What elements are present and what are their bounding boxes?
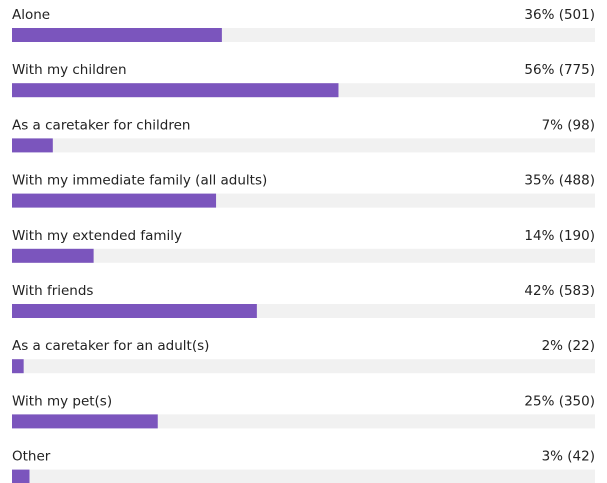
option-label: With my pet(s)	[12, 393, 112, 409]
value-label: 36% (501)	[524, 7, 595, 23]
bar	[12, 248, 94, 263]
bar	[12, 304, 257, 318]
value-label: 56% (775)	[524, 62, 595, 78]
option-label: With friends	[12, 283, 93, 299]
bar-track	[12, 359, 595, 374]
value-label: 3% (42)	[542, 449, 595, 465]
bar	[12, 414, 158, 429]
bar	[12, 193, 217, 208]
option-label: As a caretaker for children	[12, 117, 190, 133]
option-label: Alone	[12, 7, 50, 23]
bar-track	[12, 469, 595, 483]
option-label: With my immediate family (all adults)	[12, 173, 267, 189]
option-label: As a caretaker for an adult(s)	[12, 338, 209, 354]
bar-track	[12, 138, 595, 153]
bar	[12, 83, 339, 98]
bar	[12, 138, 53, 153]
value-label: 7% (98)	[542, 117, 595, 133]
value-label: 14% (190)	[524, 228, 595, 244]
value-label: 42% (583)	[524, 283, 595, 299]
option-label: With my extended family	[12, 228, 182, 244]
bar	[12, 359, 24, 374]
option-label: Other	[12, 449, 51, 465]
value-label: 25% (350)	[524, 393, 595, 409]
bar	[12, 469, 30, 483]
value-label: 35% (488)	[524, 173, 595, 189]
bar	[12, 28, 222, 42]
value-label: 2% (22)	[542, 338, 595, 354]
bar-track	[12, 248, 595, 263]
option-label: With my children	[12, 62, 127, 78]
